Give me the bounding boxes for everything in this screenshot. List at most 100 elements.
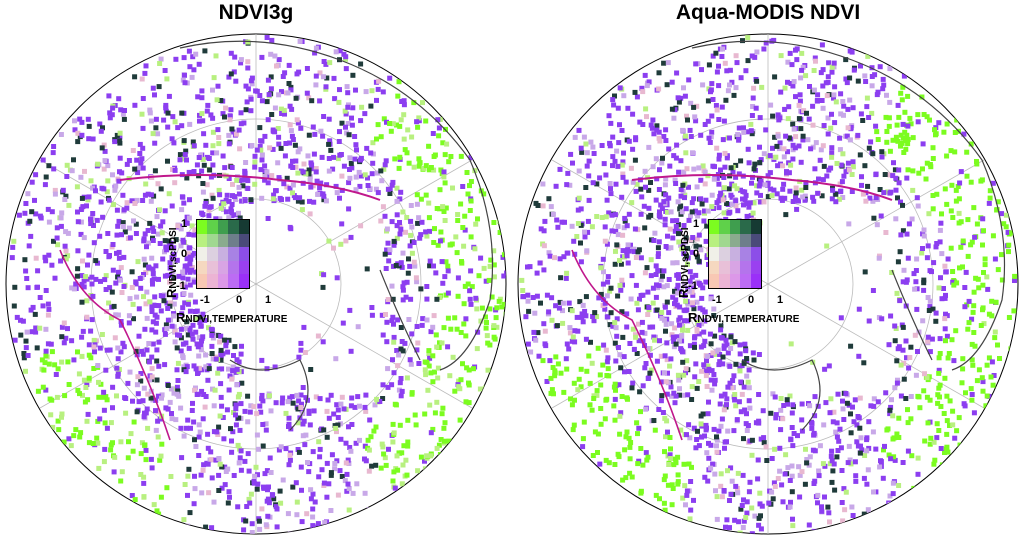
- vegetation-pixel: [408, 296, 414, 302]
- vegetation-pixel: [462, 227, 468, 233]
- vegetation-pixel: [337, 129, 342, 135]
- vegetation-pixel: [283, 141, 289, 146]
- vegetation-pixel: [131, 419, 137, 425]
- vegetation-pixel: [100, 125, 105, 131]
- vegetation-pixel: [267, 455, 273, 461]
- vegetation-pixel: [621, 354, 627, 360]
- vegetation-pixel: [286, 62, 292, 68]
- vegetation-pixel: [126, 225, 132, 231]
- vegetation-pixel: [257, 93, 263, 98]
- vegetation-pixel: [90, 185, 95, 191]
- vegetation-pixel: [285, 399, 291, 405]
- vegetation-pixel: [155, 231, 161, 237]
- vegetation-pixel: [804, 110, 809, 116]
- vegetation-pixel: [719, 416, 725, 422]
- vegetation-pixel: [807, 454, 813, 460]
- vegetation-pixel: [307, 178, 313, 183]
- legend-cell: [709, 247, 720, 261]
- vegetation-pixel: [608, 191, 614, 197]
- vegetation-pixel: [142, 262, 148, 268]
- vegetation-pixel: [698, 413, 704, 419]
- vegetation-pixel: [850, 513, 856, 518]
- vegetation-pixel: [743, 515, 749, 520]
- vegetation-pixel: [884, 427, 890, 433]
- vegetation-pixel: [442, 420, 448, 426]
- vegetation-pixel: [110, 405, 115, 411]
- vegetation-pixel: [664, 357, 670, 363]
- vegetation-pixel: [150, 131, 156, 137]
- vegetation-pixel: [117, 155, 123, 161]
- vegetation-pixel: [787, 393, 793, 399]
- vegetation-pixel: [927, 162, 933, 167]
- vegetation-pixel: [961, 401, 967, 407]
- vegetation-pixel: [956, 210, 962, 216]
- vegetation-pixel: [287, 122, 293, 128]
- vegetation-pixel: [924, 255, 930, 261]
- vegetation-pixel: [790, 523, 796, 529]
- vegetation-pixel: [258, 147, 264, 153]
- vegetation-pixel: [951, 282, 957, 288]
- vegetation-pixel: [958, 169, 964, 175]
- vegetation-pixel: [673, 155, 679, 161]
- vegetation-pixel: [703, 279, 709, 285]
- vegetation-pixel: [988, 374, 994, 380]
- vegetation-pixel: [780, 163, 786, 169]
- vegetation-pixel: [630, 146, 636, 152]
- vegetation-pixel: [833, 191, 839, 197]
- vegetation-pixel: [256, 446, 261, 452]
- vegetation-pixel: [326, 168, 332, 174]
- vegetation-pixel: [825, 115, 831, 121]
- vegetation-pixel: [302, 442, 308, 448]
- vegetation-pixel: [428, 165, 434, 170]
- vegetation-pixel: [402, 340, 408, 346]
- vegetation-pixel: [616, 345, 621, 350]
- vegetation-pixel: [199, 88, 205, 94]
- vegetation-pixel: [709, 81, 715, 87]
- vegetation-pixel: [137, 276, 143, 281]
- vegetation-pixel: [355, 394, 361, 400]
- vegetation-pixel: [713, 351, 719, 357]
- vegetation-pixel: [881, 190, 887, 196]
- vegetation-pixel: [915, 119, 921, 125]
- vegetation-pixel: [275, 126, 281, 131]
- vegetation-pixel: [705, 353, 711, 359]
- vegetation-pixel: [952, 149, 958, 155]
- vegetation-pixel: [770, 391, 776, 397]
- vegetation-pixel: [700, 285, 706, 291]
- vegetation-pixel: [153, 408, 158, 414]
- vegetation-pixel: [102, 158, 108, 164]
- vegetation-pixel: [343, 111, 349, 117]
- vegetation-pixel: [865, 467, 871, 473]
- vegetation-pixel: [334, 458, 340, 464]
- vegetation-pixel: [804, 457, 810, 462]
- vegetation-pixel: [343, 124, 348, 130]
- vegetation-pixel: [185, 301, 191, 307]
- vegetation-pixel: [381, 451, 387, 457]
- vegetation-pixel: [283, 410, 289, 416]
- vegetation-pixel: [714, 434, 719, 440]
- vegetation-pixel: [931, 461, 937, 467]
- vegetation-pixel: [89, 274, 95, 280]
- vegetation-pixel: [799, 428, 805, 434]
- vegetation-pixel: [323, 84, 329, 90]
- vegetation-pixel: [259, 357, 265, 363]
- vegetation-pixel: [233, 197, 239, 202]
- vegetation-pixel: [808, 146, 814, 152]
- vegetation-pixel: [310, 506, 316, 512]
- vegetation-pixel: [905, 255, 911, 261]
- vegetation-pixel: [603, 457, 609, 463]
- vegetation-pixel: [662, 370, 667, 376]
- vegetation-pixel: [347, 307, 353, 313]
- vegetation-pixel: [942, 295, 948, 301]
- vegetation-pixel: [201, 131, 207, 137]
- vegetation-pixel: [738, 506, 744, 512]
- vegetation-pixel: [264, 468, 270, 474]
- vegetation-pixel: [637, 296, 642, 302]
- vegetation-pixel: [921, 233, 927, 239]
- vegetation-pixel: [117, 130, 123, 136]
- vegetation-pixel: [278, 145, 284, 151]
- vegetation-pixel: [652, 427, 658, 433]
- legend-x-tick-mid: 0: [236, 294, 243, 306]
- vegetation-pixel: [653, 263, 659, 269]
- vegetation-pixel: [708, 296, 714, 302]
